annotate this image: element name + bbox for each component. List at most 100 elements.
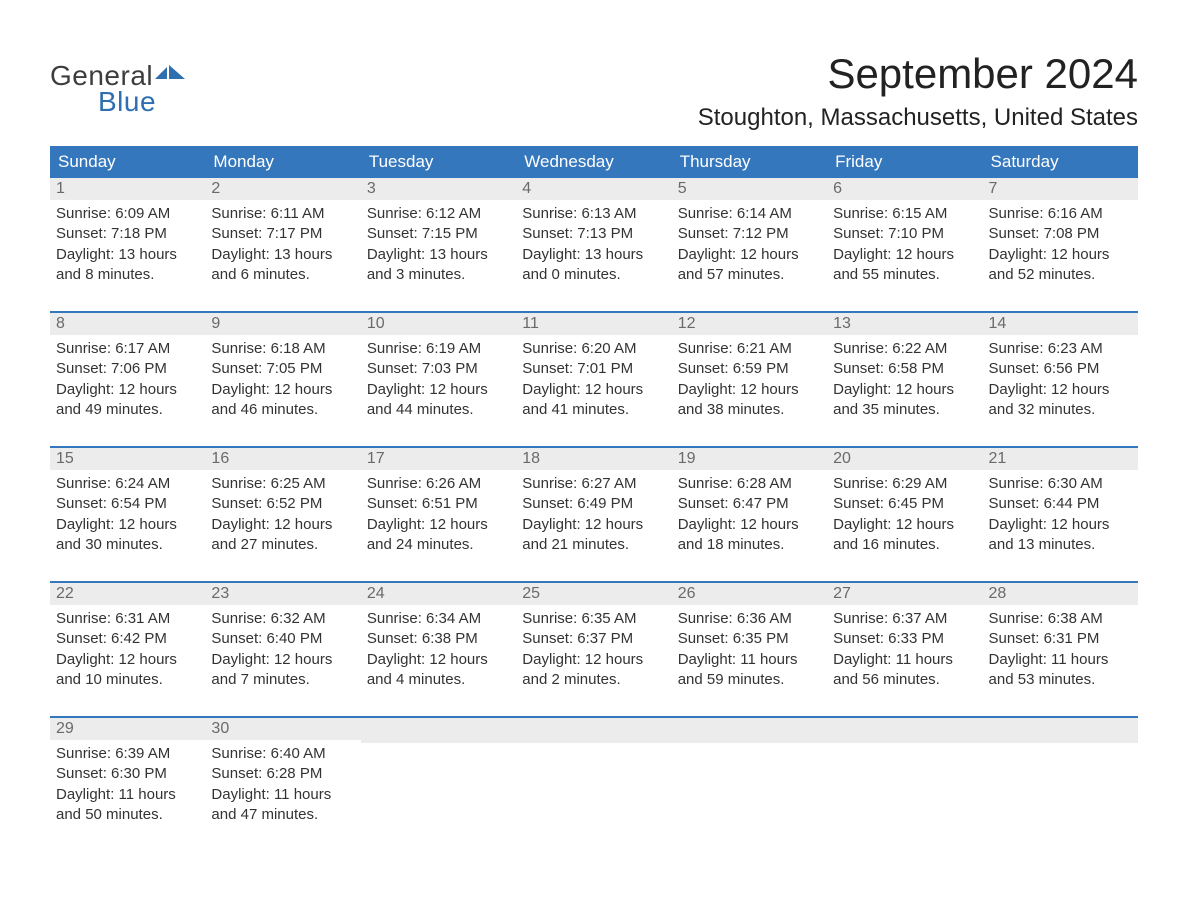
daylight-text-1: Daylight: 12 hours: [56, 650, 199, 670]
sunset-text: Sunset: 7:12 PM: [678, 224, 821, 244]
sunset-text: Sunset: 6:33 PM: [833, 629, 976, 649]
sunrise-text: Sunrise: 6:36 AM: [678, 609, 821, 629]
sunset-text: Sunset: 6:38 PM: [367, 629, 510, 649]
sunset-text: Sunset: 6:40 PM: [211, 629, 354, 649]
daylight-text-1: Daylight: 12 hours: [522, 515, 665, 535]
calendar-cell: 12Sunrise: 6:21 AMSunset: 6:59 PMDayligh…: [672, 312, 827, 447]
sunset-text: Sunset: 6:51 PM: [367, 494, 510, 514]
day-body: Sunrise: 6:18 AMSunset: 7:05 PMDaylight:…: [205, 335, 360, 446]
daylight-text-2: and 2 minutes.: [522, 670, 665, 690]
sunset-text: Sunset: 6:58 PM: [833, 359, 976, 379]
day-number: 28: [983, 583, 1138, 605]
daylight-text-2: and 59 minutes.: [678, 670, 821, 690]
day-body: Sunrise: 6:29 AMSunset: 6:45 PMDaylight:…: [827, 470, 982, 581]
day-number: 10: [361, 313, 516, 335]
day-number-empty: [516, 718, 671, 743]
weekday-header: Monday: [205, 146, 360, 178]
day-number: 1: [50, 178, 205, 200]
sunset-text: Sunset: 7:05 PM: [211, 359, 354, 379]
day-body: Sunrise: 6:38 AMSunset: 6:31 PMDaylight:…: [983, 605, 1138, 716]
sunrise-text: Sunrise: 6:21 AM: [678, 339, 821, 359]
calendar-cell: 29Sunrise: 6:39 AMSunset: 6:30 PMDayligh…: [50, 717, 205, 851]
day-number: 9: [205, 313, 360, 335]
sunrise-text: Sunrise: 6:09 AM: [56, 204, 199, 224]
day-body: Sunrise: 6:23 AMSunset: 6:56 PMDaylight:…: [983, 335, 1138, 446]
daylight-text-1: Daylight: 12 hours: [989, 515, 1132, 535]
daylight-text-1: Daylight: 12 hours: [211, 650, 354, 670]
day-number: 23: [205, 583, 360, 605]
daylight-text-1: Daylight: 12 hours: [522, 650, 665, 670]
day-body: Sunrise: 6:40 AMSunset: 6:28 PMDaylight:…: [205, 740, 360, 851]
calendar-week: 8Sunrise: 6:17 AMSunset: 7:06 PMDaylight…: [50, 312, 1138, 447]
daylight-text-2: and 44 minutes.: [367, 400, 510, 420]
calendar-week: 15Sunrise: 6:24 AMSunset: 6:54 PMDayligh…: [50, 447, 1138, 582]
calendar-cell: 20Sunrise: 6:29 AMSunset: 6:45 PMDayligh…: [827, 447, 982, 582]
daylight-text-1: Daylight: 12 hours: [367, 380, 510, 400]
day-body: Sunrise: 6:37 AMSunset: 6:33 PMDaylight:…: [827, 605, 982, 716]
day-number: 4: [516, 178, 671, 200]
day-number-empty: [827, 718, 982, 743]
sunrise-text: Sunrise: 6:37 AM: [833, 609, 976, 629]
daylight-text-2: and 3 minutes.: [367, 265, 510, 285]
daylight-text-1: Daylight: 12 hours: [56, 380, 199, 400]
day-number: 21: [983, 448, 1138, 470]
day-body: Sunrise: 6:36 AMSunset: 6:35 PMDaylight:…: [672, 605, 827, 716]
daylight-text-1: Daylight: 11 hours: [989, 650, 1132, 670]
day-number: 20: [827, 448, 982, 470]
sunset-text: Sunset: 6:49 PM: [522, 494, 665, 514]
daylight-text-1: Daylight: 12 hours: [833, 245, 976, 265]
day-number: 13: [827, 313, 982, 335]
day-body: Sunrise: 6:16 AMSunset: 7:08 PMDaylight:…: [983, 200, 1138, 311]
sunset-text: Sunset: 7:08 PM: [989, 224, 1132, 244]
sunrise-text: Sunrise: 6:35 AM: [522, 609, 665, 629]
daylight-text-1: Daylight: 11 hours: [56, 785, 199, 805]
daylight-text-1: Daylight: 12 hours: [367, 515, 510, 535]
daylight-text-2: and 4 minutes.: [367, 670, 510, 690]
title-block: September 2024 Stoughton, Massachusetts,…: [698, 30, 1138, 146]
daylight-text-1: Daylight: 12 hours: [522, 380, 665, 400]
day-body: Sunrise: 6:11 AMSunset: 7:17 PMDaylight:…: [205, 200, 360, 311]
calendar-cell: 30Sunrise: 6:40 AMSunset: 6:28 PMDayligh…: [205, 717, 360, 851]
day-body: Sunrise: 6:26 AMSunset: 6:51 PMDaylight:…: [361, 470, 516, 581]
sunset-text: Sunset: 7:17 PM: [211, 224, 354, 244]
day-number-empty: [983, 718, 1138, 743]
daylight-text-1: Daylight: 12 hours: [989, 245, 1132, 265]
calendar-cell: 15Sunrise: 6:24 AMSunset: 6:54 PMDayligh…: [50, 447, 205, 582]
weekday-header: Saturday: [983, 146, 1138, 178]
day-number: 30: [205, 718, 360, 740]
sunrise-text: Sunrise: 6:38 AM: [989, 609, 1132, 629]
calendar-cell: 2Sunrise: 6:11 AMSunset: 7:17 PMDaylight…: [205, 178, 360, 312]
sunrise-text: Sunrise: 6:32 AM: [211, 609, 354, 629]
day-number: 11: [516, 313, 671, 335]
sunrise-text: Sunrise: 6:13 AM: [522, 204, 665, 224]
header-row: General Blue September 2024 Stoughton, M…: [50, 30, 1138, 146]
calendar-cell: 10Sunrise: 6:19 AMSunset: 7:03 PMDayligh…: [361, 312, 516, 447]
calendar-cell: [516, 717, 671, 851]
day-body: Sunrise: 6:39 AMSunset: 6:30 PMDaylight:…: [50, 740, 205, 851]
sunrise-text: Sunrise: 6:22 AM: [833, 339, 976, 359]
daylight-text-2: and 38 minutes.: [678, 400, 821, 420]
day-body: Sunrise: 6:15 AMSunset: 7:10 PMDaylight:…: [827, 200, 982, 311]
day-body-empty: [827, 743, 982, 793]
logo-flag-icon: [155, 60, 185, 92]
daylight-text-1: Daylight: 12 hours: [367, 650, 510, 670]
sunrise-text: Sunrise: 6:16 AM: [989, 204, 1132, 224]
daylight-text-2: and 21 minutes.: [522, 535, 665, 555]
calendar-cell: 11Sunrise: 6:20 AMSunset: 7:01 PMDayligh…: [516, 312, 671, 447]
sunset-text: Sunset: 7:03 PM: [367, 359, 510, 379]
day-number: 27: [827, 583, 982, 605]
day-body: Sunrise: 6:31 AMSunset: 6:42 PMDaylight:…: [50, 605, 205, 716]
sunset-text: Sunset: 7:15 PM: [367, 224, 510, 244]
sunrise-text: Sunrise: 6:30 AM: [989, 474, 1132, 494]
day-number: 8: [50, 313, 205, 335]
sunrise-text: Sunrise: 6:31 AM: [56, 609, 199, 629]
calendar-cell: 19Sunrise: 6:28 AMSunset: 6:47 PMDayligh…: [672, 447, 827, 582]
day-number: 18: [516, 448, 671, 470]
daylight-text-2: and 47 minutes.: [211, 805, 354, 825]
daylight-text-1: Daylight: 13 hours: [56, 245, 199, 265]
daylight-text-1: Daylight: 12 hours: [989, 380, 1132, 400]
weekday-header: Sunday: [50, 146, 205, 178]
day-number: 6: [827, 178, 982, 200]
daylight-text-1: Daylight: 11 hours: [833, 650, 976, 670]
day-body: Sunrise: 6:14 AMSunset: 7:12 PMDaylight:…: [672, 200, 827, 311]
